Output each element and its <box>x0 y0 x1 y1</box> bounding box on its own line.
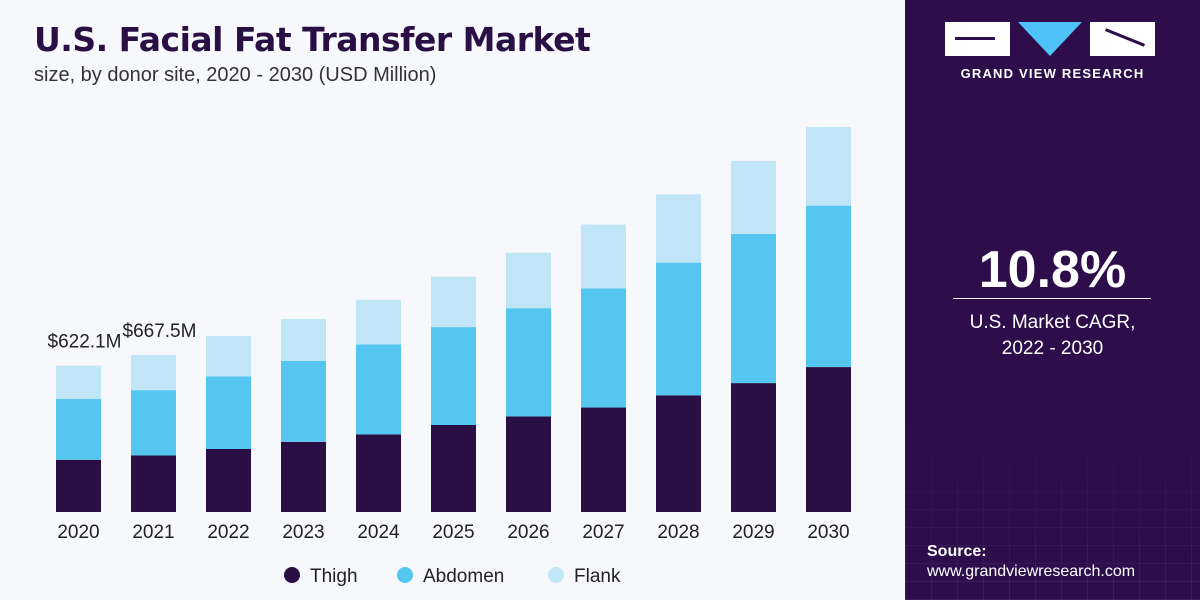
legend-label-abdomen: Abdomen <box>423 566 504 587</box>
logo-v-icon <box>1018 22 1082 56</box>
bar-flank-2026 <box>506 252 551 309</box>
chart-title: U.S. Facial Fat Transfer Market <box>34 20 591 59</box>
bar-flank-2030 <box>806 127 851 206</box>
bar-abdomen-2029 <box>731 233 776 384</box>
source-label: Source: <box>927 543 987 560</box>
bar-abdomen-2027 <box>581 288 626 408</box>
bar-abdomen-2020 <box>56 398 101 460</box>
bar-abdomen-2028 <box>656 262 701 396</box>
bar-thigh-2024 <box>356 434 401 512</box>
cagr-value: 10.8% <box>978 241 1127 299</box>
bar-flank-2020 <box>56 365 101 399</box>
legend-marker-abdomen <box>397 567 413 583</box>
bar-thigh-2025 <box>431 424 476 512</box>
x-tick-label-2024: 2024 <box>357 522 400 543</box>
cagr-label-line1: U.S. Market CAGR, <box>969 312 1136 333</box>
bar-flank-2025 <box>431 276 476 328</box>
x-tick-label-2023: 2023 <box>282 522 324 543</box>
x-tick-label-2027: 2027 <box>582 522 624 543</box>
decorative-grid-background <box>905 420 1200 600</box>
bar-flank-2028 <box>656 194 701 263</box>
legend-label-flank: Flank <box>574 566 621 587</box>
logo-mark <box>945 22 1160 56</box>
x-tick-label-2021: 2021 <box>132 522 174 543</box>
data-label-2021: $667.5M <box>123 321 197 342</box>
x-tick-label-2020: 2020 <box>57 522 99 543</box>
legend-label-thigh: Thigh <box>310 566 358 587</box>
cagr-divider <box>953 298 1151 299</box>
x-tick-label-2025: 2025 <box>432 522 474 543</box>
bar-abdomen-2025 <box>431 327 476 425</box>
stacked-bar-chart: 2020 2021 2022 2023 2024 2025 2026 2027 2028 2029… <box>48 127 851 587</box>
legend-marker-thigh <box>284 567 300 583</box>
bar-thigh-2029 <box>731 383 776 512</box>
bar-abdomen-2022 <box>206 376 251 449</box>
logo-r-icon <box>1090 22 1155 56</box>
bar-flank-2021 <box>131 355 176 391</box>
x-tick-label-2029: 2029 <box>732 522 774 543</box>
brand-name: GRAND VIEW RESEARCH <box>960 66 1145 81</box>
source-block: Source: www.grandviewresearch.com <box>927 543 1135 581</box>
bar-thigh-2022 <box>206 448 251 512</box>
side-panel: GRAND VIEW RESEARCH 10.8% U.S. Market CA… <box>905 0 1200 600</box>
bar-flank-2023 <box>281 319 326 361</box>
x-tick-label-2030: 2030 <box>807 522 849 543</box>
bar-flank-2024 <box>356 299 401 345</box>
bar-thigh-2020 <box>56 459 101 512</box>
x-tick-label-2026: 2026 <box>507 522 549 543</box>
x-tick-label-2028: 2028 <box>657 522 699 543</box>
data-label-2020: $622.1M <box>48 332 122 353</box>
bar-thigh-2028 <box>656 395 701 512</box>
logo-g-icon <box>945 22 1010 56</box>
bar-abdomen-2021 <box>131 390 176 456</box>
cagr-label-line2: 2022 - 2030 <box>1001 338 1104 359</box>
bar-abdomen-2024 <box>356 344 401 435</box>
bar-flank-2022 <box>206 336 251 377</box>
bar-flank-2029 <box>731 160 776 234</box>
bar-thigh-2026 <box>506 416 551 512</box>
brand-logo: GRAND VIEW RESEARCH <box>945 22 1160 81</box>
chart-subtitle: size, by donor site, 2020 - 2030 (USD Mi… <box>34 64 437 86</box>
bar-thigh-2030 <box>806 367 851 512</box>
bar-abdomen-2030 <box>806 205 851 367</box>
bar-flank-2027 <box>581 224 626 289</box>
bar-abdomen-2026 <box>506 308 551 417</box>
x-tick-label-2022: 2022 <box>207 522 249 543</box>
legend-marker-flank <box>548 567 564 583</box>
bar-abdomen-2023 <box>281 360 326 442</box>
source-link[interactable]: www.grandviewresearch.com <box>927 563 1136 580</box>
bar-thigh-2021 <box>131 455 176 512</box>
bar-thigh-2023 <box>281 441 326 512</box>
cagr-label: U.S. Market CAGR, 2022 - 2030 <box>905 310 1200 362</box>
bar-thigh-2027 <box>581 407 626 512</box>
